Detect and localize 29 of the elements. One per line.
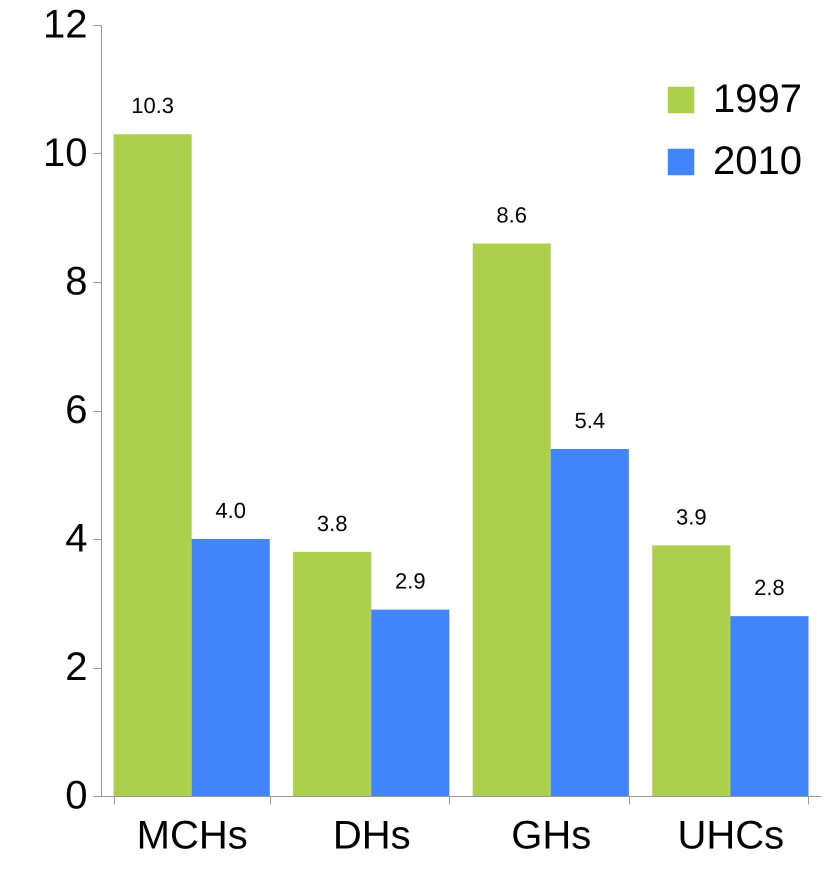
bar	[730, 616, 808, 796]
x-tick-label: UHCs	[677, 814, 784, 858]
x-tick-label: MCHs	[136, 814, 248, 858]
x-tick-label: GHs	[511, 814, 592, 858]
x-tick-label: DHs	[332, 814, 411, 858]
bar	[472, 243, 551, 796]
y-tick-label: 6	[65, 388, 88, 432]
bar	[114, 134, 192, 796]
y-tick-label: 2	[65, 645, 88, 689]
bar	[293, 552, 372, 796]
bar	[371, 610, 450, 796]
data-label: 3.8	[316, 510, 348, 536]
y-tick-label: 4	[65, 516, 88, 560]
y-tick-label: 12	[43, 2, 88, 46]
data-label: 10.3	[131, 93, 174, 118]
legend-label: 1997	[713, 77, 802, 121]
data-label: 4.0	[215, 498, 246, 523]
data-label: 5.4	[574, 408, 606, 434]
legend-label: 2010	[713, 139, 802, 183]
y-tick-label: 0	[65, 774, 88, 818]
bar	[652, 545, 730, 796]
y-tick-label: 8	[65, 260, 88, 304]
bar	[192, 539, 270, 796]
data-label: 8.6	[496, 202, 528, 228]
bar	[550, 449, 629, 796]
data-label: 3.9	[676, 504, 707, 530]
data-label: 2.9	[394, 568, 426, 594]
y-tick-label: 10	[43, 131, 88, 175]
data-label: 2.8	[754, 575, 785, 600]
